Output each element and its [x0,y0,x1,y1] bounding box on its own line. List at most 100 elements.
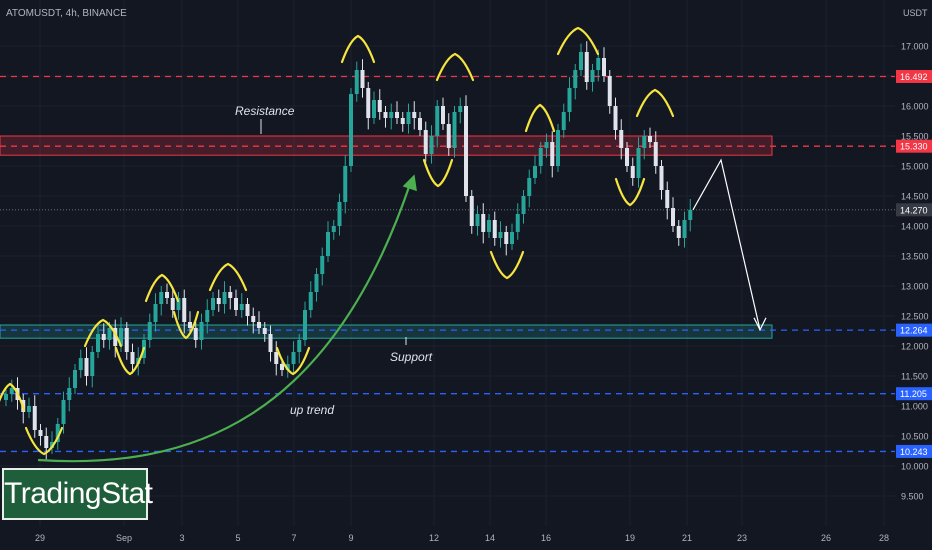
candle-body [372,100,376,118]
candle-body [423,130,428,154]
time-tick-label: 29 [35,533,45,543]
candle-body [216,298,221,304]
level-tag-label: 16.492 [900,72,928,82]
candle-body [268,334,273,352]
candle-body [9,388,14,394]
candle-body [676,226,681,238]
time-tick-label: Sep [116,533,132,543]
candle-body [504,232,509,244]
candle-body [475,214,480,226]
candle-body [320,256,325,274]
swing-high-marker [83,318,123,348]
candle-body [257,322,261,328]
level-tag-label: 11.205 [900,389,927,399]
quote-unit-label: USDT [903,8,928,18]
candle-body [239,304,244,310]
candle-body [153,304,158,322]
candle-body [343,166,348,202]
projection-path [692,158,761,330]
candle-body [538,148,543,166]
candle-body [533,166,537,178]
candle-body [452,112,457,148]
candle-body [395,112,399,118]
time-tick-label: 14 [485,533,495,543]
candle-body [659,166,664,190]
level-tag [896,139,932,153]
swing-high-marker [635,88,675,118]
candle-body [458,106,463,112]
candle-body [665,190,670,208]
time-tick-label: 7 [291,533,296,543]
price-tick-label: 11.500 [901,372,928,382]
candle-body [561,112,566,130]
uptrend-arrowhead [402,174,417,192]
candle-body [297,340,302,352]
time-tick-label: 26 [821,533,831,543]
candle-body [32,406,37,430]
candle-body [303,310,307,340]
candle-body [96,334,100,352]
candle-body [556,130,560,166]
price-tick-label: 10.000 [901,462,929,472]
level-tag-label: 14.270 [900,205,928,215]
candle-body [199,322,204,340]
candle-body [193,328,198,340]
swing-low-marker [275,346,311,376]
symbol-title[interactable]: ATOMUSDT, 4h, BINANCE [6,8,127,19]
candle-body [481,214,486,232]
swing-high-marker [340,34,376,64]
candle-body [682,220,687,238]
price-tick-label: 15.500 [901,132,929,142]
candle-body [159,292,164,304]
candle-body [331,226,336,232]
time-axis[interactable]: 29 Sep 3 5 7 9 12 14 16 19 21 23 26 28 [35,533,889,543]
candle-body [377,100,382,112]
candle-body [44,436,49,448]
candle-body [515,214,520,232]
candle-body [498,232,503,238]
price-tick-label: 13.500 [901,252,929,262]
annotation-resistance: Resistance [235,104,295,118]
candle-body [653,142,658,166]
price-tick-label: 12.500 [901,312,929,322]
candle-body [90,352,95,376]
candle-body [579,52,583,70]
candle-body [573,70,578,88]
candle-body [308,292,313,310]
swing-low-marker [614,177,646,207]
candle-body [625,148,629,166]
candle-body [613,106,618,130]
annotation-support: Support [390,350,433,364]
swing-high-marker [144,273,180,303]
candle-body [119,328,123,346]
price-tick-label: 10.500 [901,432,929,442]
grid-layer [0,0,895,526]
candle-body [124,328,129,352]
candle-body [326,232,330,256]
candle-body [446,124,451,148]
price-tick-label: 14.000 [901,222,929,232]
candle-body [429,136,434,154]
candle-body [337,202,342,226]
swing-high-marker [208,262,248,292]
candle-body [619,130,624,148]
candle-body [521,196,526,214]
candle-body [671,208,675,226]
time-tick-label: 21 [682,533,692,543]
price-tick-label: 12.000 [901,342,929,352]
price-axis[interactable]: 9.500 10.000 10.500 11.000 11.500 12.000 12.50… [896,42,932,502]
time-tick-label: 3 [179,533,184,543]
level-layer [0,75,895,453]
candle-body [354,70,359,94]
candle-body [234,298,238,310]
candle-body [418,118,422,130]
candle-body [636,148,641,178]
candle-body [360,70,365,88]
candle-body [73,370,77,388]
candle-body [205,310,210,322]
swing-low-marker [422,158,454,188]
candle-body [262,328,267,334]
candle-body [211,298,215,310]
